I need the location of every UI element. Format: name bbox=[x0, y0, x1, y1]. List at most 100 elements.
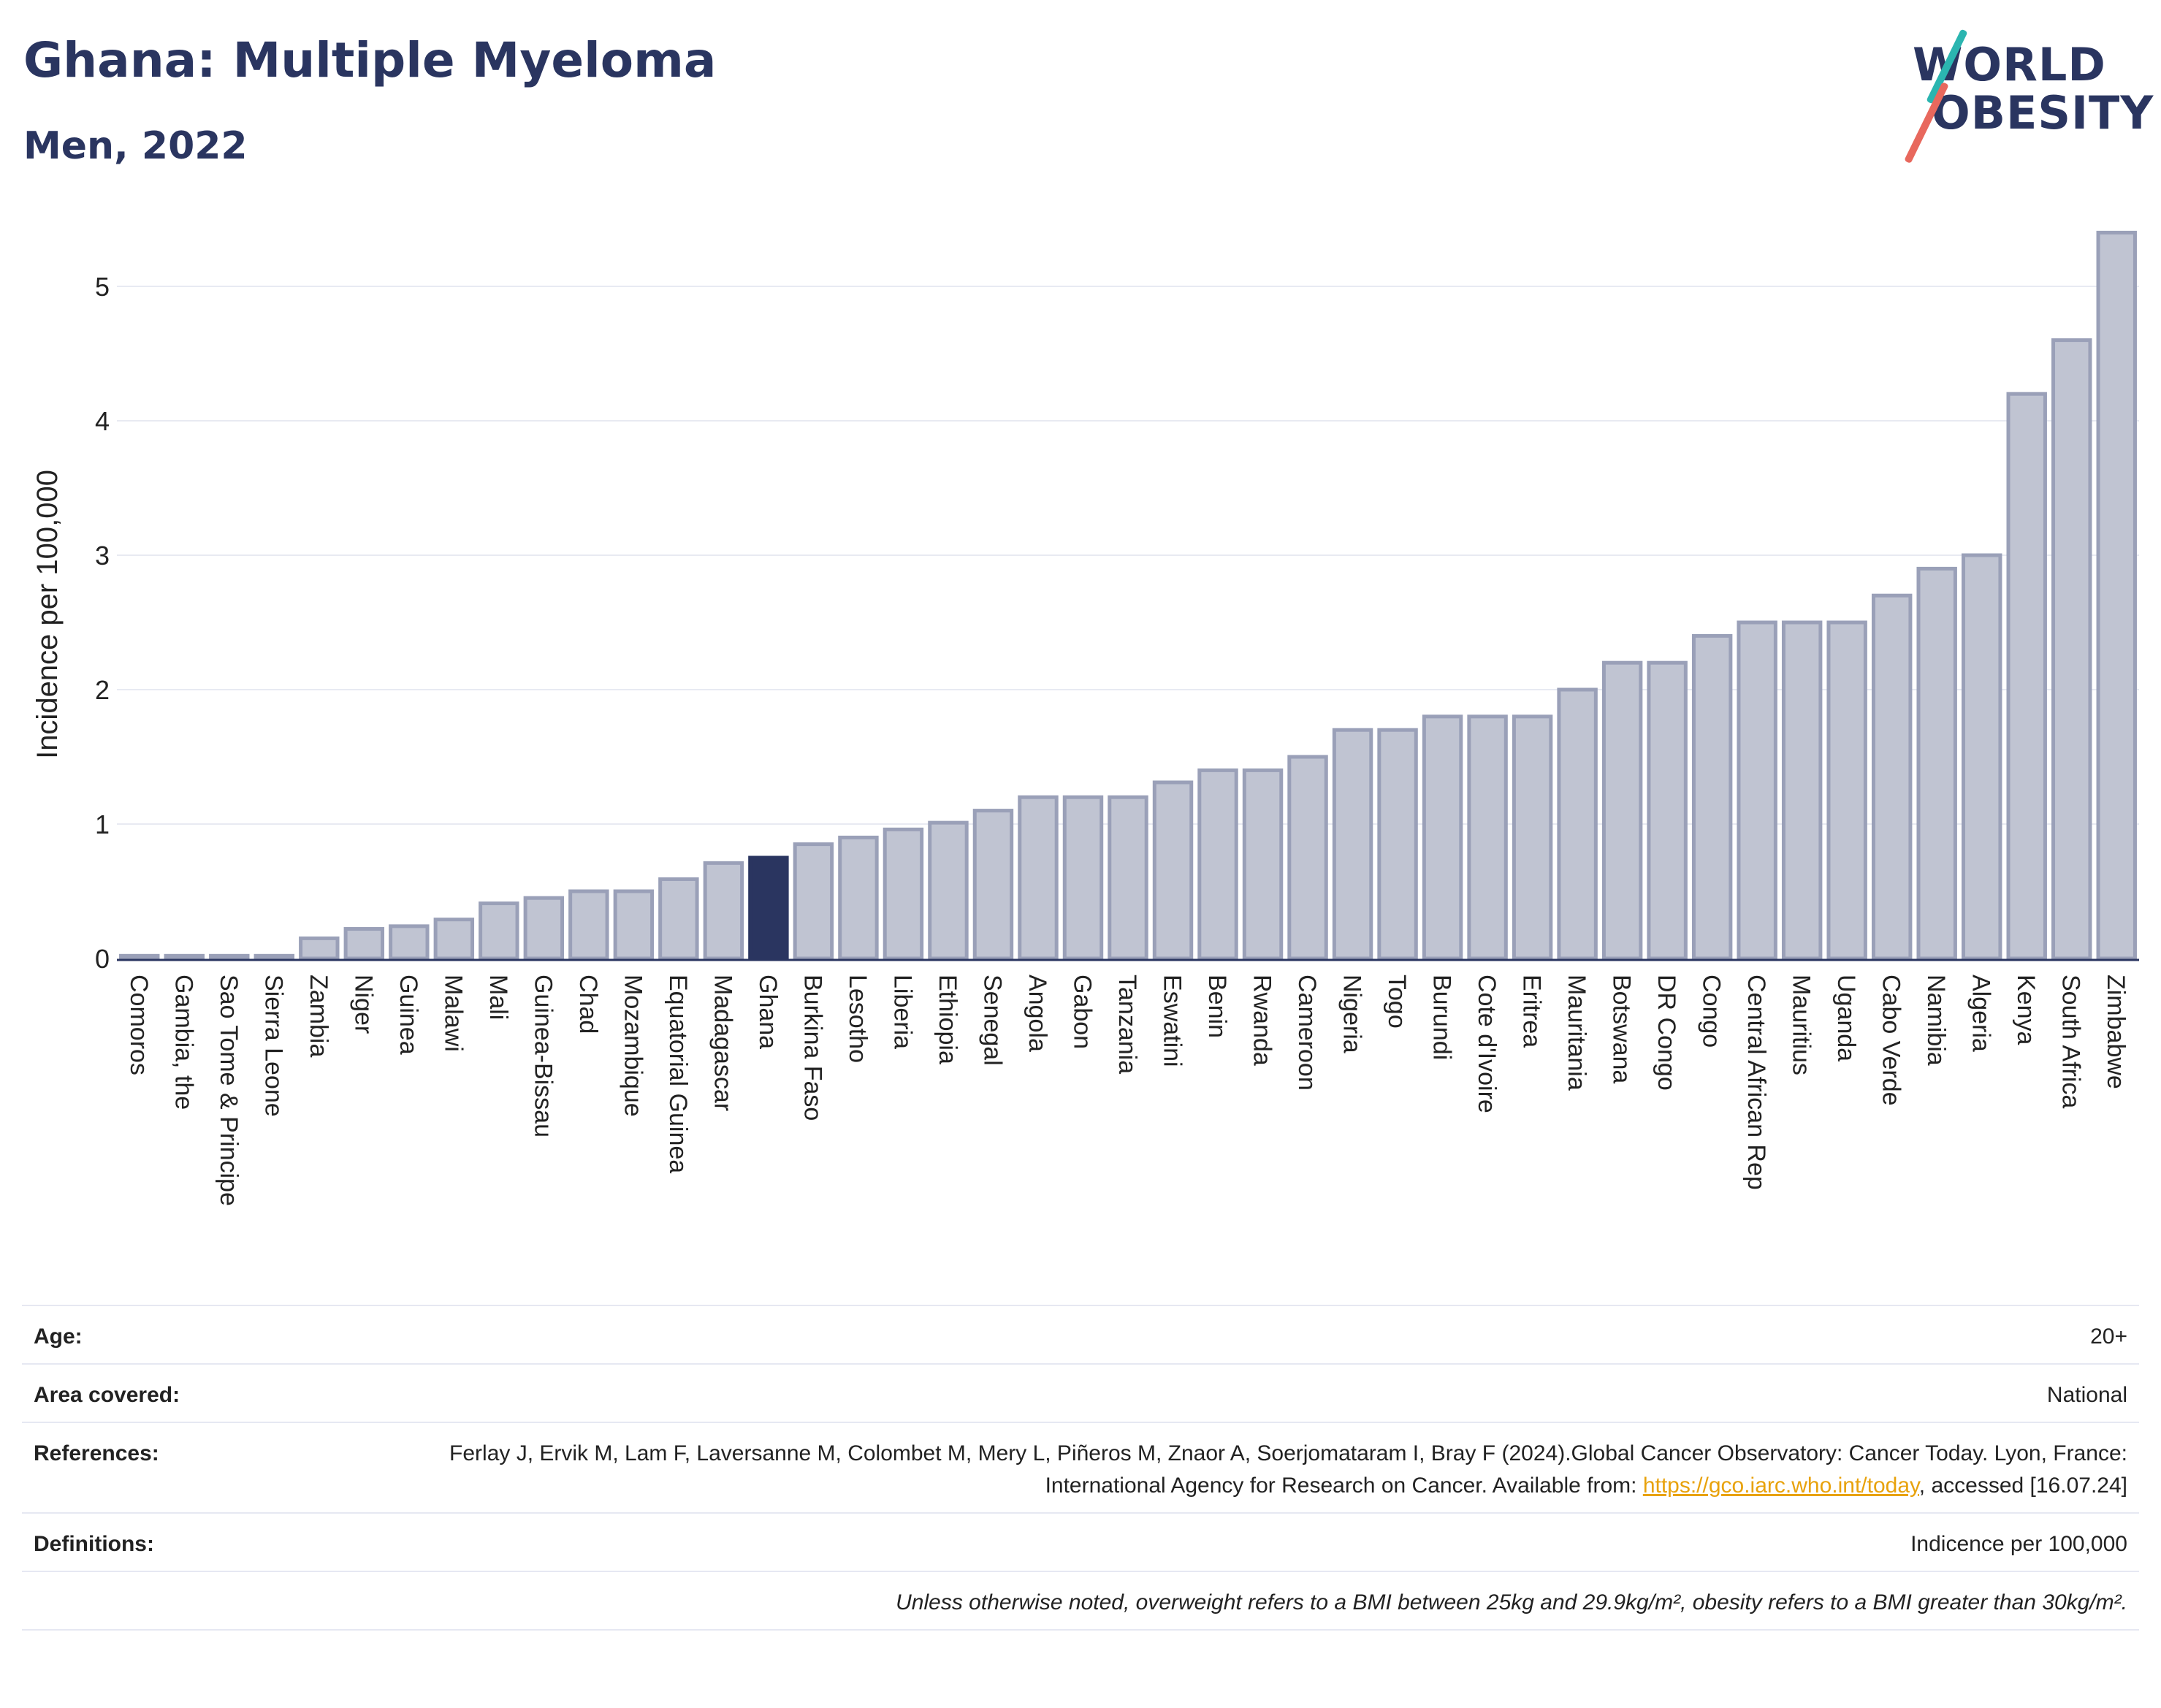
bar-madagascar bbox=[703, 861, 744, 961]
bar-sao-tome-principe bbox=[209, 953, 250, 961]
references-value: Ferlay J, Ervik M, Lam F, Laversanne M, … bbox=[447, 1438, 2127, 1502]
x-tick-label: Mozambique bbox=[619, 975, 647, 1117]
x-tick-label: Comoros bbox=[125, 975, 153, 1075]
bar-togo bbox=[1377, 728, 1418, 961]
x-tick-label: Ghana bbox=[754, 975, 782, 1049]
bar-chad bbox=[568, 889, 609, 961]
x-tick-label: Benin bbox=[1203, 975, 1231, 1038]
x-tick-label: Equatorial Guinea bbox=[664, 975, 692, 1173]
bar-botswana bbox=[1601, 660, 1643, 961]
metadata-table: Age: 20+ Area covered: National Referenc… bbox=[22, 1305, 2139, 1631]
y-tick-label: 4 bbox=[95, 406, 110, 436]
bar-guinea-bissau bbox=[523, 896, 565, 961]
bar-liberia bbox=[883, 827, 924, 961]
bar-guinea bbox=[389, 924, 430, 961]
age-row: Age: 20+ bbox=[22, 1305, 2139, 1363]
x-tick-label: Senegal bbox=[978, 975, 1006, 1066]
bar-chart: 0 1 2 3 4 5 Comoros Gambia, the Sao Tome & Prin… bbox=[31, 230, 2139, 1206]
bar-dr-congo bbox=[1647, 660, 1688, 961]
bar-cameroon bbox=[1287, 755, 1328, 961]
x-tick-label: Zambia bbox=[305, 975, 332, 1057]
x-tick-label: Zimbabwe bbox=[2102, 975, 2130, 1089]
x-tick-label: Malawi bbox=[439, 975, 467, 1052]
bar-zambia bbox=[299, 936, 340, 961]
note-row: Unless otherwise noted, overweight refer… bbox=[22, 1571, 2139, 1631]
y-tick-labels: 0 1 2 3 4 5 bbox=[95, 272, 110, 974]
bar-niger bbox=[343, 927, 385, 961]
logo-line2: OBESITY bbox=[1932, 86, 2154, 140]
y-axis-label: Incidence per 100,000 bbox=[31, 470, 64, 759]
bar-eswatini bbox=[1152, 780, 1194, 961]
bar-mali bbox=[479, 901, 519, 961]
age-value: 20+ bbox=[2090, 1324, 2127, 1349]
bar-kenya bbox=[2006, 392, 2047, 961]
world-obesity-logo: WORLD OBESITY bbox=[1899, 22, 2153, 164]
bar-equatorial-guinea bbox=[658, 877, 699, 961]
bar-angola bbox=[1018, 795, 1059, 961]
x-tick-label: Central African Rep bbox=[1742, 975, 1770, 1190]
bar-eritrea bbox=[1512, 714, 1553, 961]
bar-gambia-the bbox=[164, 953, 205, 961]
references-row: References: Ferlay J, Ervik M, Lam F, La… bbox=[22, 1422, 2139, 1512]
x-tick-label: Cote d'Ivoire bbox=[1473, 975, 1501, 1113]
x-tick-labels: Comoros Gambia, the Sao Tome & Principe Sie… bbox=[125, 975, 2130, 1206]
definitions-label: Definitions: bbox=[34, 1532, 154, 1556]
bar-malawi bbox=[433, 918, 475, 961]
bar-uganda bbox=[1826, 620, 1867, 961]
bars bbox=[119, 230, 2137, 961]
x-tick-label: Lesotho bbox=[844, 975, 872, 1063]
x-tick-label: Chad bbox=[574, 975, 602, 1034]
x-tick-label: Gambia, the bbox=[169, 975, 197, 1110]
bar-cote-d-ivoire bbox=[1467, 714, 1508, 961]
bar-benin bbox=[1197, 768, 1238, 961]
x-tick-label: Liberia bbox=[888, 975, 916, 1049]
references-text: Ferlay J, Ervik M, Lam F, Laversanne M, … bbox=[449, 1441, 2127, 1498]
bar-zimbabwe bbox=[2096, 230, 2137, 961]
bar-mauritius bbox=[1781, 620, 1823, 961]
x-tick-label: Eritrea bbox=[1518, 975, 1546, 1048]
x-tick-label: Congo bbox=[1698, 975, 1726, 1048]
area-value: National bbox=[2046, 1383, 2127, 1407]
bar-ghana bbox=[748, 855, 789, 961]
bar-mozambique bbox=[613, 889, 655, 961]
x-tick-label: Botswana bbox=[1608, 975, 1636, 1083]
references-label: References: bbox=[34, 1441, 159, 1465]
y-tick-label: 0 bbox=[95, 944, 110, 974]
x-tick-label: Niger bbox=[349, 975, 377, 1034]
bar-congo bbox=[1691, 633, 1733, 961]
bmi-note: Unless otherwise noted, overweight refer… bbox=[896, 1590, 2127, 1614]
references-link[interactable]: https://gco.iarc.who.int/today bbox=[1642, 1473, 1919, 1498]
bar-comoros bbox=[119, 953, 160, 961]
x-tick-label: Sierra Leone bbox=[259, 975, 287, 1117]
bar-nigeria bbox=[1332, 728, 1373, 961]
definitions-row: Definitions: Indicence per 100,000 bbox=[22, 1512, 2139, 1571]
x-tick-label: South Africa bbox=[2057, 975, 2085, 1108]
y-tick-label: 3 bbox=[95, 541, 110, 571]
bar-cabo-verde bbox=[1871, 593, 1913, 961]
y-tick-label: 1 bbox=[95, 809, 110, 839]
y-tick-label: 2 bbox=[95, 675, 110, 705]
x-tick-label: Togo bbox=[1383, 975, 1411, 1029]
x-tick-label: Gabon bbox=[1068, 975, 1096, 1049]
x-tick-label: Eswatini bbox=[1159, 975, 1186, 1067]
x-tick-label: Algeria bbox=[1967, 975, 1995, 1052]
x-tick-label: Tanzania bbox=[1113, 975, 1141, 1074]
bar-senegal bbox=[972, 809, 1014, 961]
x-tick-label: Namibia bbox=[1922, 975, 1950, 1066]
bar-algeria bbox=[1961, 553, 2002, 961]
x-tick-label: Nigeria bbox=[1338, 975, 1366, 1053]
x-tick-label: Burundi bbox=[1428, 975, 1456, 1060]
bar-burkina-faso bbox=[793, 842, 834, 961]
chart-subtitle: Men, 2022 bbox=[23, 124, 248, 168]
x-tick-label: Kenya bbox=[2012, 975, 2040, 1045]
x-tick-label: Burkina Faso bbox=[799, 975, 826, 1121]
chart-title: Ghana: Multiple Myeloma bbox=[23, 32, 717, 88]
bar-burundi bbox=[1422, 714, 1463, 961]
x-tick-label: Guinea bbox=[395, 975, 422, 1055]
references-tail: , accessed [16.07.24] bbox=[1918, 1473, 2127, 1498]
x-tick-label: Guinea-Bissau bbox=[529, 975, 557, 1137]
x-tick-label: Angola bbox=[1024, 975, 1051, 1052]
area-row: Area covered: National bbox=[22, 1363, 2139, 1422]
bar-rwanda bbox=[1242, 768, 1284, 961]
bar-namibia bbox=[1916, 566, 1957, 961]
